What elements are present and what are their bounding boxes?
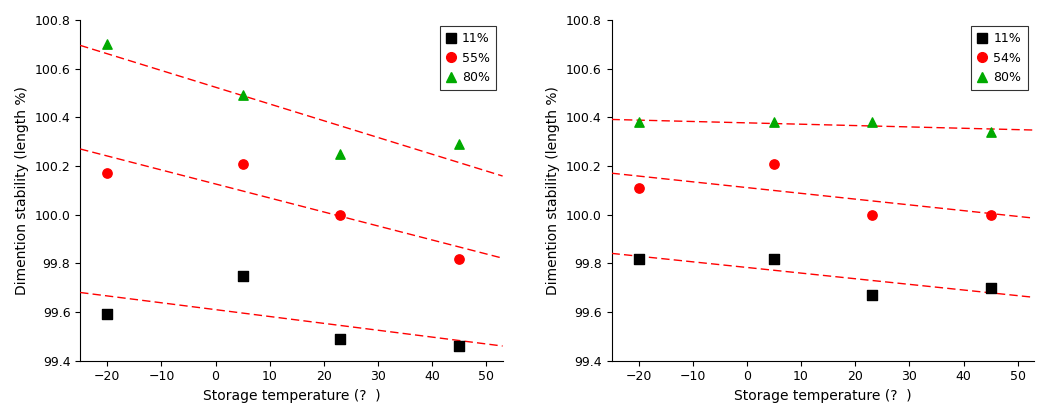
Y-axis label: Dimention stability (length %): Dimention stability (length %) [547, 86, 560, 295]
X-axis label: Storage temperature (?  ): Storage temperature (? ) [734, 389, 912, 403]
80% [234, 92, 251, 99]
80% [630, 119, 647, 125]
Legend: 11%, 54%, 80%: 11%, 54%, 80% [971, 26, 1028, 90]
11% [766, 255, 783, 262]
11% [234, 272, 251, 279]
80% [451, 141, 468, 148]
Y-axis label: Dimention stability (length %): Dimention stability (length %) [15, 86, 29, 295]
55% [451, 255, 468, 262]
55% [99, 170, 115, 177]
80% [766, 119, 783, 125]
55% [234, 160, 251, 167]
11% [99, 311, 115, 318]
11% [451, 343, 468, 349]
54% [982, 212, 999, 218]
54% [766, 160, 783, 167]
11% [630, 255, 647, 262]
X-axis label: Storage temperature (?  ): Storage temperature (? ) [202, 389, 380, 403]
54% [630, 185, 647, 191]
80% [982, 129, 999, 135]
54% [863, 212, 880, 218]
80% [331, 150, 348, 157]
11% [982, 284, 999, 291]
55% [331, 212, 348, 218]
11% [331, 336, 348, 342]
11% [863, 292, 880, 298]
80% [99, 41, 115, 48]
Legend: 11%, 55%, 80%: 11%, 55%, 80% [440, 26, 496, 90]
80% [863, 119, 880, 125]
